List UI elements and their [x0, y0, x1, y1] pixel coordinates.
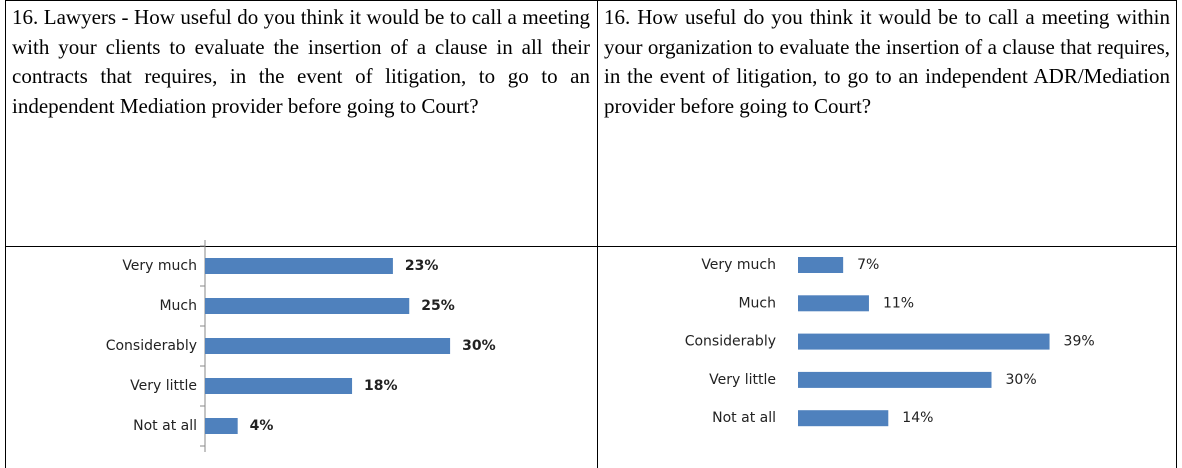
question-right: 16. How useful do you think it would be …	[604, 5, 1170, 118]
question-left: 16. Lawyers - How useful do you think it…	[12, 5, 590, 118]
value-label: 4%	[250, 418, 274, 434]
value-label: 7%	[857, 257, 879, 273]
border-row	[5, 246, 1177, 247]
category-label: Not at all	[133, 418, 197, 434]
value-label: 23%	[405, 258, 439, 274]
bar	[798, 333, 1050, 350]
category-label: Very little	[709, 372, 776, 388]
bar	[205, 258, 393, 274]
border-middle	[597, 0, 598, 468]
category-label: Much	[159, 298, 197, 314]
value-label: 25%	[421, 298, 455, 314]
bar	[205, 378, 353, 394]
bar	[205, 338, 451, 354]
category-label: Very little	[130, 378, 197, 394]
value-label: 30%	[462, 338, 496, 354]
value-label: 30%	[1006, 372, 1037, 388]
category-label: Very much	[701, 257, 776, 273]
bar	[798, 371, 992, 388]
category-label: Not at all	[712, 410, 776, 426]
category-label: Very much	[122, 258, 197, 274]
value-label: 14%	[902, 410, 933, 426]
bar	[798, 410, 889, 427]
value-label: 11%	[883, 295, 914, 311]
border-left	[5, 0, 6, 468]
bar	[205, 418, 238, 434]
category-label: Much	[738, 295, 776, 311]
bar	[798, 295, 869, 312]
value-label: 18%	[364, 378, 398, 394]
category-label: Considerably	[106, 338, 197, 354]
bar	[798, 257, 844, 273]
border-right	[1176, 0, 1177, 468]
category-label: Considerably	[685, 334, 776, 350]
border-top	[5, 0, 1177, 1]
bar	[205, 298, 410, 314]
value-label: 39%	[1064, 334, 1095, 350]
